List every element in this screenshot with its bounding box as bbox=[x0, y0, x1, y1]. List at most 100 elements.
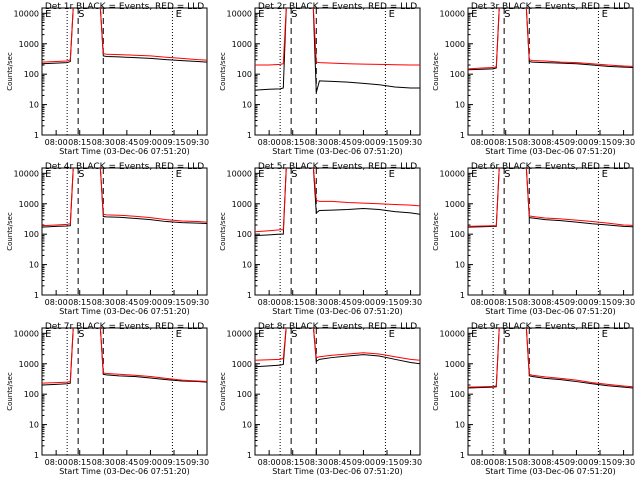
annotation: E bbox=[602, 9, 608, 20]
series-line bbox=[42, 8, 207, 65]
x-axis-label: Start Time (03-Dec-06 07:51:20) bbox=[272, 147, 403, 156]
y-tick-label: 1000 bbox=[232, 200, 252, 209]
y-axis-label: Counts/sec bbox=[219, 212, 227, 251]
x-tick-label: 08:30 bbox=[92, 138, 115, 147]
y-tick-label: 10 bbox=[29, 261, 39, 270]
series-line bbox=[255, 8, 420, 66]
x-tick-label: 09:30 bbox=[399, 458, 422, 467]
y-tick-label: 1000 bbox=[445, 360, 465, 369]
x-tick-label: 08:45 bbox=[541, 138, 564, 147]
x-tick-label: 09:30 bbox=[399, 298, 422, 307]
annotation: E bbox=[471, 329, 477, 340]
annotation: E bbox=[389, 9, 395, 20]
y-tick-label: 10000 bbox=[227, 169, 252, 178]
annotation: S bbox=[504, 9, 510, 20]
plot-frame bbox=[467, 327, 634, 456]
annotation: E bbox=[471, 9, 477, 20]
x-tick-label: 08:30 bbox=[92, 458, 115, 467]
y-tick-label: 100 bbox=[450, 70, 465, 79]
y-tick-label: 1 bbox=[247, 291, 252, 300]
x-tick-label: 09:00 bbox=[565, 138, 588, 147]
x-tick-label: 09:15 bbox=[588, 458, 611, 467]
x-tick-label: 09:00 bbox=[352, 458, 375, 467]
annotation: S bbox=[291, 329, 297, 340]
y-tick-label: 1000 bbox=[19, 360, 39, 369]
x-tick-label: 08:30 bbox=[518, 458, 541, 467]
annotation: S bbox=[504, 169, 510, 180]
x-tick-label: 08:15 bbox=[68, 138, 91, 147]
y-tick-label: 100 bbox=[237, 70, 252, 79]
series-line bbox=[468, 328, 633, 389]
x-axis-label: Start Time (03-Dec-06 07:51:20) bbox=[485, 147, 616, 156]
y-tick-label: 1000 bbox=[19, 40, 39, 49]
x-tick-label: 08:00 bbox=[258, 458, 281, 467]
plot-frame bbox=[41, 327, 208, 456]
chart-title: Det 9r BLACK = Events, RED = LLD bbox=[471, 322, 630, 332]
plot-frame bbox=[41, 167, 208, 296]
y-tick-label: 100 bbox=[450, 390, 465, 399]
series-line bbox=[42, 8, 207, 63]
annotation: E bbox=[45, 9, 51, 20]
x-tick-label: 09:15 bbox=[375, 138, 398, 147]
annotation: E bbox=[45, 169, 51, 180]
x-tick-label: 09:30 bbox=[612, 298, 635, 307]
panel: Det 1r BLACK = Events, RED = LLD 1 10 100 10… bbox=[6, 2, 209, 156]
y-tick-label: 1 bbox=[247, 131, 252, 140]
series-line bbox=[42, 328, 207, 386]
series-line bbox=[255, 8, 420, 93]
x-tick-label: 08:30 bbox=[305, 138, 328, 147]
series-line bbox=[255, 168, 420, 237]
annotation: S bbox=[291, 169, 297, 180]
y-tick-label: 1 bbox=[460, 451, 465, 460]
x-tick-label: 08:30 bbox=[92, 298, 115, 307]
y-tick-label: 10000 bbox=[14, 329, 39, 338]
plot-frame bbox=[254, 7, 421, 136]
x-tick-label: 09:30 bbox=[612, 458, 635, 467]
annotation: E bbox=[471, 169, 477, 180]
x-tick-label: 09:00 bbox=[352, 138, 375, 147]
y-tick-label: 1 bbox=[247, 451, 252, 460]
x-tick-label: 08:30 bbox=[518, 138, 541, 147]
y-tick-label: 100 bbox=[24, 390, 39, 399]
y-tick-label: 10 bbox=[455, 421, 465, 430]
x-tick-label: 08:15 bbox=[494, 298, 517, 307]
y-tick-label: 1000 bbox=[19, 200, 39, 209]
x-axis-label: Start Time (03-Dec-06 07:51:20) bbox=[59, 307, 190, 316]
x-tick-label: 09:30 bbox=[186, 138, 209, 147]
x-tick-label: 08:00 bbox=[471, 138, 494, 147]
y-tick-label: 10 bbox=[455, 261, 465, 270]
y-tick-label: 10 bbox=[29, 101, 39, 110]
x-tick-label: 08:45 bbox=[541, 458, 564, 467]
y-tick-label: 10000 bbox=[14, 9, 39, 18]
x-tick-label: 08:00 bbox=[45, 298, 68, 307]
x-axis-label: Start Time (03-Dec-06 07:51:20) bbox=[485, 307, 616, 316]
series-line bbox=[42, 328, 207, 384]
series-line bbox=[255, 168, 420, 233]
x-tick-label: 08:45 bbox=[541, 298, 564, 307]
x-tick-label: 09:30 bbox=[399, 138, 422, 147]
series-line bbox=[468, 168, 633, 228]
y-tick-label: 10 bbox=[242, 101, 252, 110]
x-tick-label: 08:30 bbox=[518, 298, 541, 307]
y-tick-label: 10000 bbox=[440, 169, 465, 178]
y-axis-label: Counts/sec bbox=[6, 372, 14, 411]
annotation: E bbox=[389, 329, 395, 340]
x-tick-label: 08:45 bbox=[328, 138, 351, 147]
y-tick-label: 10 bbox=[455, 101, 465, 110]
annotation: S bbox=[78, 9, 84, 20]
y-tick-label: 1000 bbox=[232, 360, 252, 369]
y-tick-label: 10000 bbox=[227, 329, 252, 338]
y-tick-label: 10000 bbox=[440, 329, 465, 338]
x-tick-label: 09:15 bbox=[588, 138, 611, 147]
chart-title: Det 8r BLACK = Events, RED = LLD bbox=[258, 322, 417, 332]
chart-title: Det 2r BLACK = Events, RED = LLD bbox=[258, 2, 417, 12]
chart-title: Det 6r BLACK = Events, RED = LLD bbox=[471, 162, 630, 172]
chart-title: Det 5r BLACK = Events, RED = LLD bbox=[258, 162, 417, 172]
y-tick-label: 100 bbox=[24, 70, 39, 79]
x-axis-label: Start Time (03-Dec-06 07:51:20) bbox=[272, 307, 403, 316]
annotation: E bbox=[258, 169, 264, 180]
x-axis-label: Start Time (03-Dec-06 07:51:20) bbox=[59, 147, 190, 156]
panel: Det 6r BLACK = Events, RED = LLD 1 10 100 10… bbox=[432, 162, 635, 316]
y-tick-label: 100 bbox=[450, 230, 465, 239]
